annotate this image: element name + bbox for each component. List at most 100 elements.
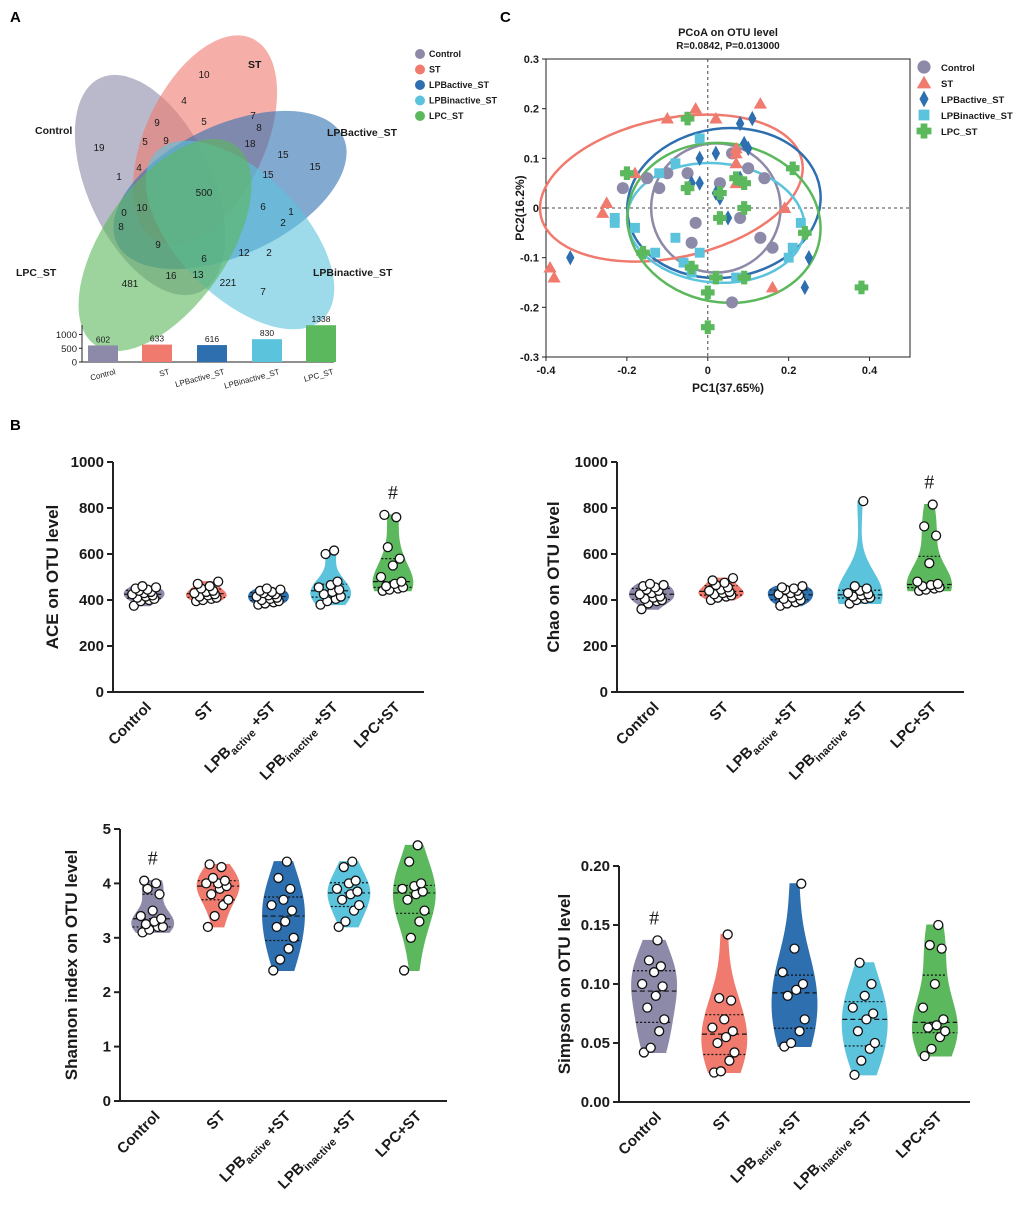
- y-axis-title: Simpson on OTU level: [555, 894, 574, 1074]
- pcoa-point: [600, 196, 614, 208]
- y-tick-label: 0: [103, 1093, 111, 1110]
- pcoa-point: [758, 172, 771, 185]
- data-point: [919, 1050, 930, 1062]
- data-point: [273, 872, 284, 884]
- pcoa-point: [695, 150, 704, 167]
- data-point: [328, 545, 340, 556]
- venn-region-count: 1: [288, 207, 294, 218]
- data-point: [414, 916, 425, 927]
- pcoa-point: [735, 115, 745, 132]
- data-point: [791, 984, 802, 996]
- data-point: [777, 967, 788, 978]
- data-point: [931, 1020, 942, 1031]
- data-point: [347, 856, 358, 867]
- y-tick-label: 600: [79, 546, 104, 563]
- pcoa-subtitle: R=0.0842, P=0.013000: [676, 41, 780, 52]
- data-point: [727, 1026, 738, 1037]
- data-point: [868, 1008, 879, 1019]
- bar-y-tick-label: 500: [61, 344, 77, 355]
- pcoa-point: [795, 217, 806, 228]
- bar-category-label: LPBactive_ST: [174, 367, 225, 389]
- pcoa-point: [694, 247, 705, 258]
- pcoa-point: [783, 252, 794, 263]
- y-axis-title: Chao on OTU level: [544, 501, 563, 652]
- pcoa-point: [737, 201, 751, 215]
- y-tick-label: 600: [583, 546, 608, 563]
- venn-region-count: 8: [118, 222, 124, 233]
- venn-set-label: ST: [248, 59, 262, 71]
- data-point: [156, 913, 167, 924]
- pcoa-legend-marker: [916, 75, 932, 89]
- venn-set-label: LPC_ST: [16, 267, 57, 279]
- pcoa-point: [616, 182, 629, 195]
- data-point: [375, 571, 387, 583]
- venn-set-label: LPBinactive_ST: [313, 267, 393, 279]
- legend-marker: [415, 49, 425, 59]
- significance-marker: #: [388, 482, 398, 504]
- legend-marker: [415, 95, 425, 106]
- venn-size-bar: [142, 344, 172, 362]
- venn-set-label: LPBactive_ST: [327, 127, 398, 139]
- pcoa-point: [653, 182, 666, 195]
- pcoa-point: [737, 176, 751, 190]
- data-point: [135, 910, 146, 922]
- data-point: [140, 919, 152, 930]
- x-category-label: Control: [105, 699, 155, 749]
- venn-region-count: 15: [262, 170, 274, 181]
- data-point: [652, 935, 663, 946]
- significance-marker: #: [924, 472, 934, 494]
- venn-region-count: 2: [266, 248, 272, 259]
- pcoa-x-tick-label: 0.2: [781, 365, 796, 377]
- data-point: [201, 878, 212, 889]
- y-tick-label: 2: [103, 984, 111, 1001]
- data-point: [213, 576, 224, 587]
- pcoa-point: [744, 140, 753, 157]
- pcoa-point: [566, 249, 575, 266]
- pcoa-legend-label: ST: [941, 79, 953, 90]
- venn-region-count: 2: [280, 218, 286, 229]
- pcoa-legend-label: Control: [941, 63, 975, 74]
- data-point: [139, 875, 150, 886]
- venn-size-bar: [306, 325, 336, 362]
- data-point: [353, 900, 365, 911]
- pcoa-point: [713, 186, 727, 200]
- venn-region-count: 12: [238, 248, 250, 259]
- bar-value-label: 633: [150, 334, 164, 344]
- data-point: [204, 859, 215, 870]
- pcoa-point: [596, 206, 610, 218]
- bar-category-label: Control: [89, 367, 116, 382]
- pcoa-legend-label: LPBinactive_ST: [941, 111, 1013, 122]
- data-point: [404, 856, 415, 867]
- venn-region-count: 8: [256, 123, 262, 134]
- pcoa-point: [620, 166, 634, 181]
- data-point: [926, 1043, 937, 1055]
- pcoa-confidence-ellipse: [626, 141, 822, 305]
- data-point: [396, 576, 407, 587]
- bar-value-label: 616: [205, 334, 219, 344]
- pcoa-x-tick-label: -0.4: [537, 365, 557, 377]
- data-point: [202, 921, 214, 933]
- data-point: [917, 1002, 929, 1013]
- violin-ace-plot: 1000 800 600 400 200 0 ACE on OTU level Control…: [43, 454, 424, 784]
- pcoa-point: [547, 270, 561, 283]
- data-point: [204, 581, 215, 592]
- pcoa-point: [689, 216, 702, 229]
- pcoa-y-tick-label: 0.2: [524, 104, 539, 116]
- venn-region-count: 9: [155, 240, 161, 251]
- y-tick-label: 1000: [71, 454, 104, 471]
- pcoa-point: [729, 171, 743, 186]
- bar-value-label: 1338: [312, 314, 331, 324]
- pcoa-point: [670, 232, 681, 243]
- y-tick-label: 0.20: [581, 858, 610, 875]
- pcoa-point: [641, 172, 654, 185]
- pcoa-point: [630, 222, 640, 233]
- data-point: [657, 981, 668, 992]
- data-point: [283, 943, 294, 954]
- bar-value-label: 602: [96, 334, 110, 344]
- data-point: [154, 889, 165, 900]
- pcoa-point: [636, 245, 650, 260]
- legend-label: ST: [429, 65, 441, 75]
- data-point: [223, 894, 234, 905]
- data-point: [644, 578, 656, 590]
